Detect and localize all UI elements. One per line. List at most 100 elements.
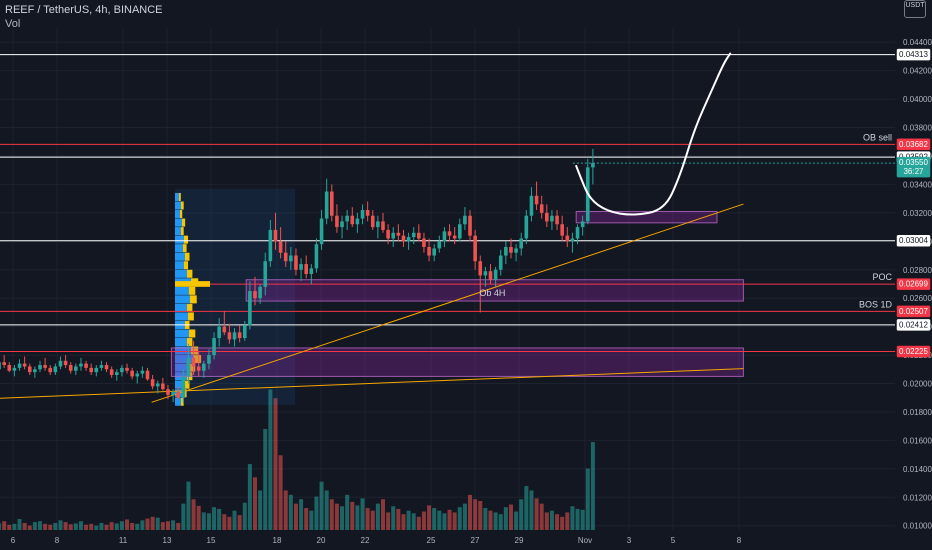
volume-indicator-label[interactable]: Vol — [5, 18, 21, 30]
candle-body — [278, 241, 283, 253]
candle-body — [309, 268, 314, 275]
volume-bar — [12, 523, 17, 530]
candle — [488, 264, 493, 284]
candle-body — [181, 376, 186, 398]
candle — [94, 365, 99, 377]
volume-bar — [135, 523, 140, 530]
candle — [539, 195, 544, 219]
annotations: OB sell POC BOS 1D Ob 4H — [479, 132, 892, 309]
candle — [570, 232, 575, 253]
volume-bar — [109, 522, 114, 530]
candle-body — [580, 221, 585, 228]
volume-bar — [324, 490, 329, 530]
candle-body — [396, 232, 401, 236]
volume-bar — [99, 522, 104, 530]
candle-body — [150, 379, 155, 387]
candle — [391, 227, 396, 248]
date-axis[interactable]: 6 8 11 13 15 18 20 22 25 27 29 Nov 3 5 8 — [11, 536, 742, 545]
candle-body — [135, 373, 140, 377]
price-label-box — [896, 319, 931, 331]
volume-bar — [89, 523, 94, 530]
candle — [125, 363, 129, 374]
candle — [432, 244, 436, 262]
candle — [222, 310, 227, 336]
candle-body — [217, 326, 221, 339]
profile-bar-blue — [175, 235, 184, 244]
volume-bar — [278, 455, 283, 530]
price-label-box — [896, 305, 931, 318]
volume-bar — [396, 508, 401, 530]
volume-bar — [160, 522, 165, 530]
candle-body — [360, 210, 365, 219]
candle-body — [534, 195, 539, 205]
volume-bar — [391, 506, 396, 530]
candle-body — [22, 363, 27, 367]
candle — [242, 320, 247, 341]
price-label-box — [896, 48, 931, 61]
profile-bar-yellow — [187, 303, 193, 312]
candle-body — [145, 370, 150, 380]
candle — [529, 187, 534, 222]
volume-bar — [196, 505, 201, 530]
candle-body — [314, 244, 319, 269]
annotation-label: Ob 4H — [479, 288, 505, 298]
candle — [43, 357, 47, 371]
volume-bar — [43, 523, 48, 530]
volume-bar — [27, 525, 32, 530]
price-tick-label: 0.01600 — [903, 436, 932, 445]
date-tick-label: 13 — [163, 536, 172, 545]
profile-bar-blue — [175, 380, 185, 389]
volume-bar — [247, 464, 252, 530]
annotation-label: BOS 1D — [859, 299, 893, 309]
profile-bar-yellow — [185, 380, 190, 389]
candle-body — [74, 366, 78, 371]
volume-bar — [37, 521, 42, 530]
candle — [355, 212, 360, 233]
volume-bar — [150, 516, 155, 530]
price-label-box — [896, 234, 931, 247]
candle — [63, 355, 68, 368]
candle-body — [370, 215, 375, 228]
volume-bar — [22, 522, 27, 530]
volume-bar — [360, 498, 365, 530]
volume-bar — [375, 503, 380, 530]
volume-bar — [350, 501, 355, 530]
trendlines — [0, 203, 744, 403]
price-axis[interactable]: 0.044000.042000.040000.038000.036000.034… — [895, 0, 932, 550]
currency-badge[interactable]: USDT — [904, 0, 926, 18]
profile-bar-yellow — [191, 346, 199, 355]
candle — [304, 255, 309, 279]
candle-body — [539, 204, 544, 213]
profile-bar-yellow — [187, 269, 193, 278]
candle — [437, 235, 442, 253]
candle-body — [575, 227, 580, 239]
volume-bar — [468, 494, 473, 530]
candle — [509, 238, 513, 259]
profile-bar-yellow — [179, 192, 181, 201]
candle-body — [463, 215, 467, 225]
profile-bar-blue — [175, 201, 181, 210]
volume-bar — [48, 524, 53, 530]
candles — [0, 148, 595, 404]
volume-bar — [555, 514, 560, 530]
volume-bar — [84, 524, 89, 530]
profile-bar-blue — [175, 286, 189, 295]
volume-bar — [585, 468, 590, 530]
candle-body — [125, 367, 129, 371]
candle-body — [437, 241, 442, 249]
candle-body — [350, 215, 355, 225]
profile-bar-yellow — [188, 312, 194, 321]
candle — [580, 215, 585, 236]
volume-bar — [437, 510, 442, 530]
candle-body — [545, 212, 549, 222]
volume-bar — [201, 512, 206, 530]
volume-bar — [237, 515, 242, 530]
price-label-text: 0.03682 — [899, 140, 928, 149]
volume-bar — [53, 522, 58, 530]
candle — [452, 227, 457, 245]
symbol-title[interactable]: REEF / TetherUS, 4h, BINANCE — [5, 4, 163, 16]
candle-body — [63, 360, 68, 366]
volume-bar — [549, 510, 554, 530]
volume-bar — [258, 490, 263, 530]
